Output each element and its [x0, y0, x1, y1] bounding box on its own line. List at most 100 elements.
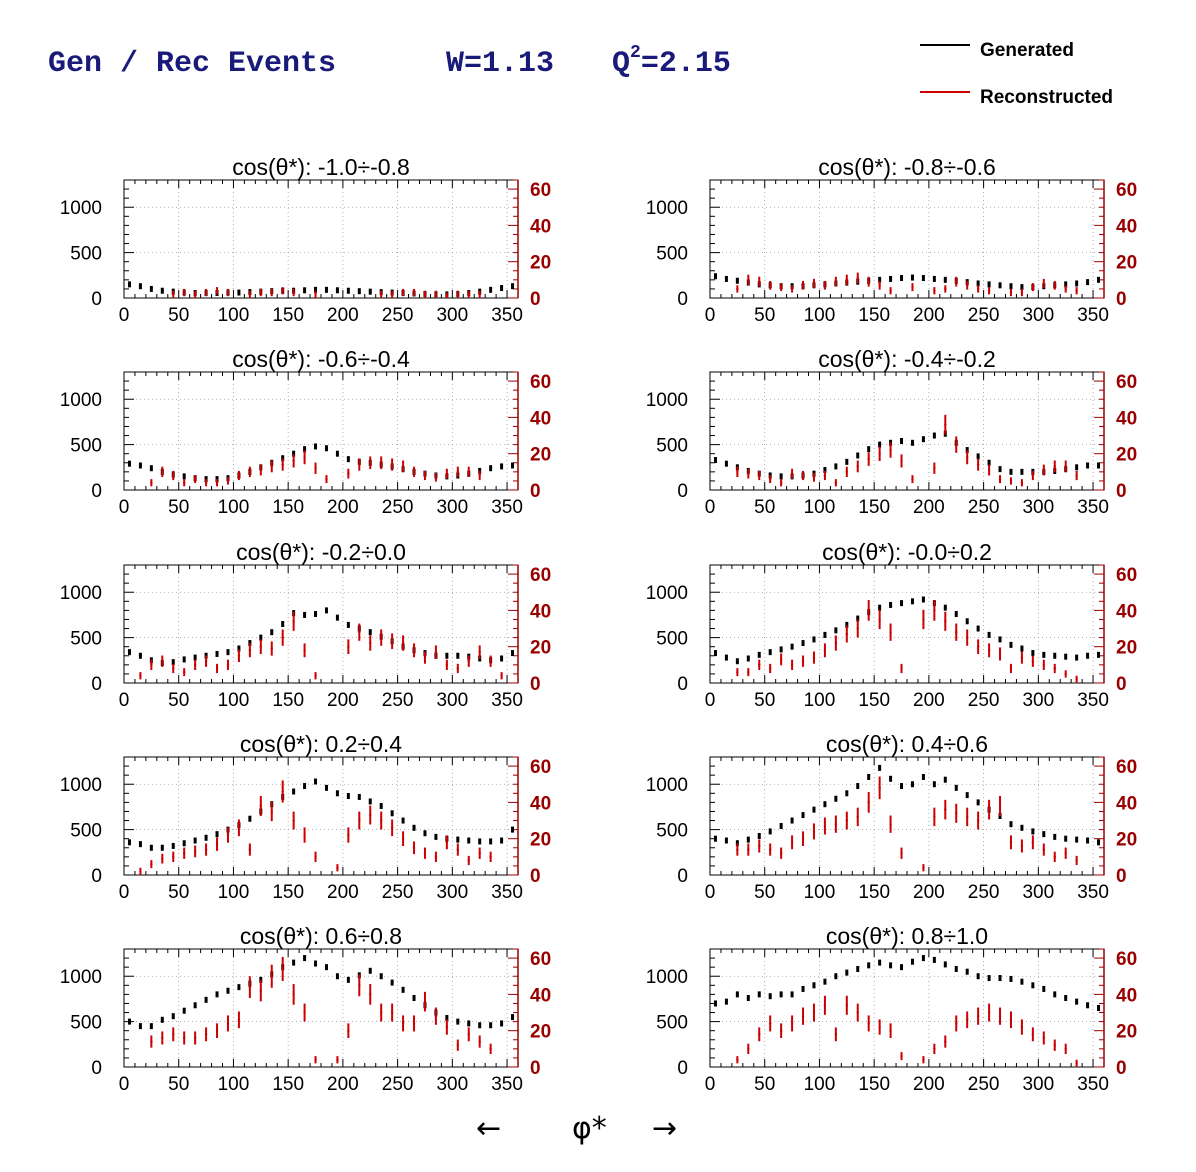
x-tick-label: 50 — [168, 882, 189, 903]
reconstructed-point — [248, 293, 252, 296]
y-left-tick-label: 0 — [677, 481, 688, 502]
generated-point — [445, 1014, 449, 1021]
x-tick-label: 300 — [436, 1074, 468, 1095]
panel-2: 0 50 100 150 200 250 300 350 0 500 1000 0 20 40 60 cos(… — [646, 154, 1137, 326]
reconstructed-point — [292, 620, 295, 623]
generated-point — [346, 793, 350, 800]
x-tick-label: 50 — [168, 305, 189, 326]
y-right-tick-label: 60 — [530, 565, 551, 586]
x-tick-label: 100 — [218, 305, 250, 326]
reconstructed-point — [779, 658, 783, 661]
reconstructed-point — [270, 465, 273, 468]
generated-point — [500, 837, 504, 844]
reconstructed-point — [292, 993, 295, 996]
reconstructed-point — [248, 848, 252, 851]
generated-point — [998, 466, 1002, 473]
reconstructed-point — [259, 645, 263, 648]
q-superscript: 2 — [630, 43, 641, 63]
panel-8: 0 50 100 150 200 250 300 350 0 500 1000 0 20 40 60 cos(… — [646, 731, 1137, 903]
generated-point — [943, 276, 947, 283]
generated-point — [889, 275, 893, 282]
x-tick-label: 250 — [382, 305, 414, 326]
reconstructed-point — [434, 476, 438, 479]
reconstructed-point — [1020, 291, 1024, 294]
legend: Generated Reconstructed — [920, 40, 1113, 108]
reconstructed-point — [944, 620, 947, 623]
generated-point — [757, 651, 761, 658]
generated-point — [878, 764, 882, 771]
reconstructed-point — [303, 456, 306, 459]
reconstructed-point — [314, 467, 317, 470]
y-left-tick-label: 1000 — [646, 390, 688, 411]
generated-point — [215, 650, 219, 657]
reconstructed-point — [1075, 859, 1078, 862]
reconstructed-point — [248, 470, 252, 474]
reconstructed-point — [944, 287, 947, 291]
reconstructed-point — [1009, 841, 1013, 844]
plot-frame — [123, 756, 519, 876]
y-right-tick-label: 40 — [1116, 601, 1137, 622]
reconstructed-point — [478, 1040, 481, 1043]
y-right-tick-label: 40 — [1116, 793, 1137, 814]
panel-title: cos(θ*): 0.2÷0.4 — [240, 731, 402, 757]
y-right-tick-label: 60 — [530, 757, 551, 778]
generated-point — [768, 993, 772, 1000]
generated-point — [932, 781, 936, 788]
y-right-tick-label: 0 — [530, 289, 541, 310]
generated-point — [954, 965, 958, 972]
generated-point — [215, 831, 219, 838]
generated-point — [511, 283, 515, 290]
generated-point — [368, 288, 372, 295]
reconstructed-point — [758, 663, 761, 667]
y-left-tick-label: 500 — [656, 629, 688, 650]
y-right-tick-label: 0 — [1116, 866, 1127, 887]
reconstructed-point — [270, 291, 273, 294]
generated-point — [467, 1020, 471, 1027]
reconstructed-point — [998, 1014, 1002, 1018]
reconstructed-point — [790, 663, 794, 667]
reconstructed-point — [845, 1004, 849, 1007]
panel-title: cos(θ*): 0.8÷1.0 — [826, 923, 988, 949]
generated-point — [1042, 831, 1046, 838]
reconstructed-point — [336, 866, 339, 869]
generated-point — [823, 467, 827, 474]
generated-point — [160, 844, 164, 851]
reconstructed-point — [976, 463, 980, 466]
reconstructed-point — [150, 481, 153, 484]
reconstructed-point — [193, 293, 197, 296]
generated-point — [713, 1000, 717, 1007]
generated-point — [1086, 462, 1090, 469]
generated-point — [812, 806, 816, 813]
reconstructed-point — [358, 984, 361, 987]
reconstructed-point — [889, 822, 892, 826]
reconstructed-point — [933, 1047, 936, 1051]
generated-point — [401, 817, 405, 824]
generated-point — [314, 286, 318, 293]
reconstructed-point — [834, 280, 838, 283]
reconstructed-point — [747, 848, 750, 851]
generated-point — [823, 631, 827, 638]
generated-point — [500, 655, 504, 662]
reconstructed-point — [226, 479, 230, 483]
reconstructed-point — [434, 855, 438, 859]
generated-point — [834, 463, 838, 470]
reconstructed-point — [412, 1022, 416, 1025]
generated-point — [292, 788, 296, 795]
panel-grid: 0 50 100 150 200 250 300 350050010000204060cos(… — [60, 154, 1137, 1095]
reconstructed-point — [944, 423, 947, 426]
reconstructed-point — [747, 472, 750, 475]
generated-point — [1064, 653, 1068, 660]
generated-point — [489, 838, 493, 845]
generated-point — [1009, 641, 1013, 648]
reconstructed-point — [1064, 287, 1067, 291]
generated-point — [1097, 651, 1101, 658]
panel-title: cos(θ*): -0.8÷-0.6 — [818, 154, 996, 180]
reconstructed-point — [922, 1058, 925, 1061]
x-tick-label: 200 — [327, 1074, 359, 1095]
generated-point — [511, 826, 515, 833]
generated-point — [976, 280, 980, 287]
generated-point — [1009, 821, 1013, 828]
y-right-tick-label: 0 — [1116, 481, 1127, 502]
x-tick-label: 0 — [705, 690, 716, 711]
reconstructed-point — [347, 645, 350, 648]
